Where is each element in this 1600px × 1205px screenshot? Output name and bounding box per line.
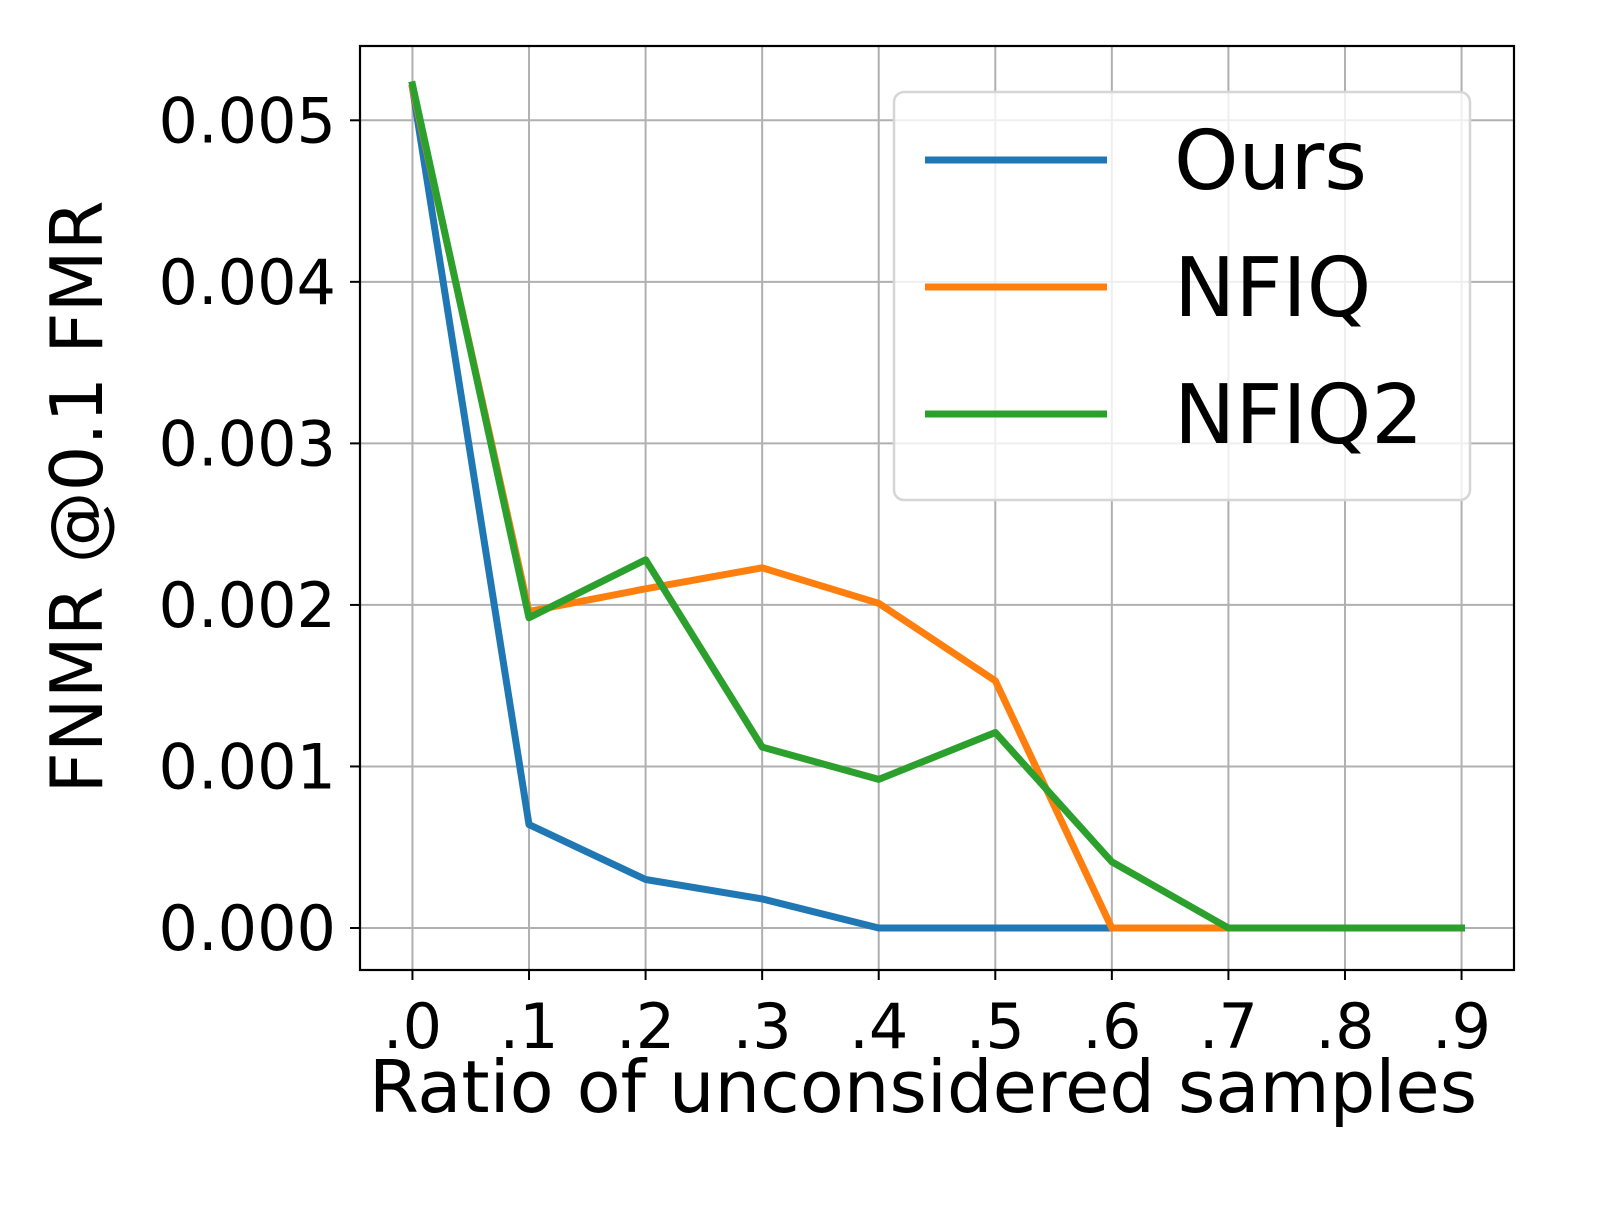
- y-tick-label: 0.004: [159, 246, 337, 319]
- x-tick-label: .8: [1315, 990, 1374, 1063]
- x-tick-label: .9: [1432, 990, 1491, 1063]
- y-tick-label: 0.005: [159, 84, 337, 157]
- y-tick-label: 0.002: [159, 569, 337, 642]
- series-line-nfiq2: [408, 80, 1465, 932]
- series-lines: [408, 80, 1465, 932]
- legend-label: NFIQ: [1174, 241, 1371, 336]
- legend-label: NFIQ2: [1174, 368, 1423, 463]
- x-axis-label: Ratio of unconsidered samples: [369, 1045, 1477, 1129]
- x-tick-label: .3: [733, 990, 792, 1063]
- legend-label: Ours: [1174, 114, 1367, 209]
- x-tick-label: .4: [849, 990, 908, 1063]
- y-tick-label: 0.001: [159, 730, 337, 803]
- x-tick-label: .7: [1199, 990, 1258, 1063]
- x-tick-label: .0: [383, 990, 442, 1063]
- x-tick-label: .6: [1082, 990, 1141, 1063]
- y-axis-label: FNMR @0.1 FMR: [35, 200, 119, 793]
- x-tick-label: .1: [499, 990, 558, 1063]
- y-axis-ticks: 0.000 0.001 0.002 0.003 0.004 0.005: [159, 84, 360, 965]
- x-tick-label: .2: [616, 990, 675, 1063]
- y-tick-label: 0.003: [159, 407, 337, 480]
- y-tick-label: 0.000: [159, 892, 337, 965]
- x-tick-label: .5: [966, 990, 1025, 1063]
- legend-box: [892, 90, 1472, 502]
- plot-frame: [358, 44, 1516, 972]
- legend: Ours NFIQ NFIQ2: [892, 90, 1472, 502]
- x-axis-ticks: .0 .1 .2 .3 .4 .5 .6 .7 .8 .9: [383, 970, 1491, 1063]
